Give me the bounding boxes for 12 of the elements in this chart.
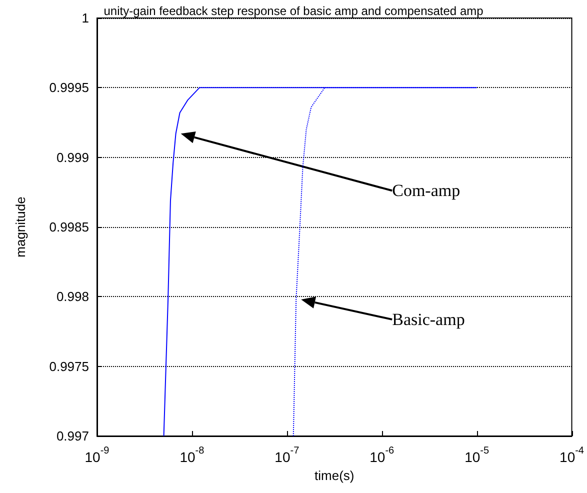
y-tick-label: 0.9995 <box>49 80 89 96</box>
x-axis-title: time(s) <box>314 468 354 483</box>
chart-title: unity-gain feedback step response of basic amp and compensated amp <box>104 4 484 18</box>
annotation: Com-amp <box>392 181 460 200</box>
y-tick-label: 0.997 <box>56 428 89 444</box>
y-tick-label: 0.9985 <box>49 220 89 234</box>
y-tick-label: 1 <box>82 10 89 26</box>
y-tick-label: 0.999 <box>56 150 89 165</box>
y-tick-label: 0.9975 <box>49 358 89 374</box>
annotation: Basic-amp <box>392 310 465 329</box>
y-axis-title: magnitude <box>13 196 28 258</box>
y-tick-label: 0.998 <box>56 289 89 304</box>
